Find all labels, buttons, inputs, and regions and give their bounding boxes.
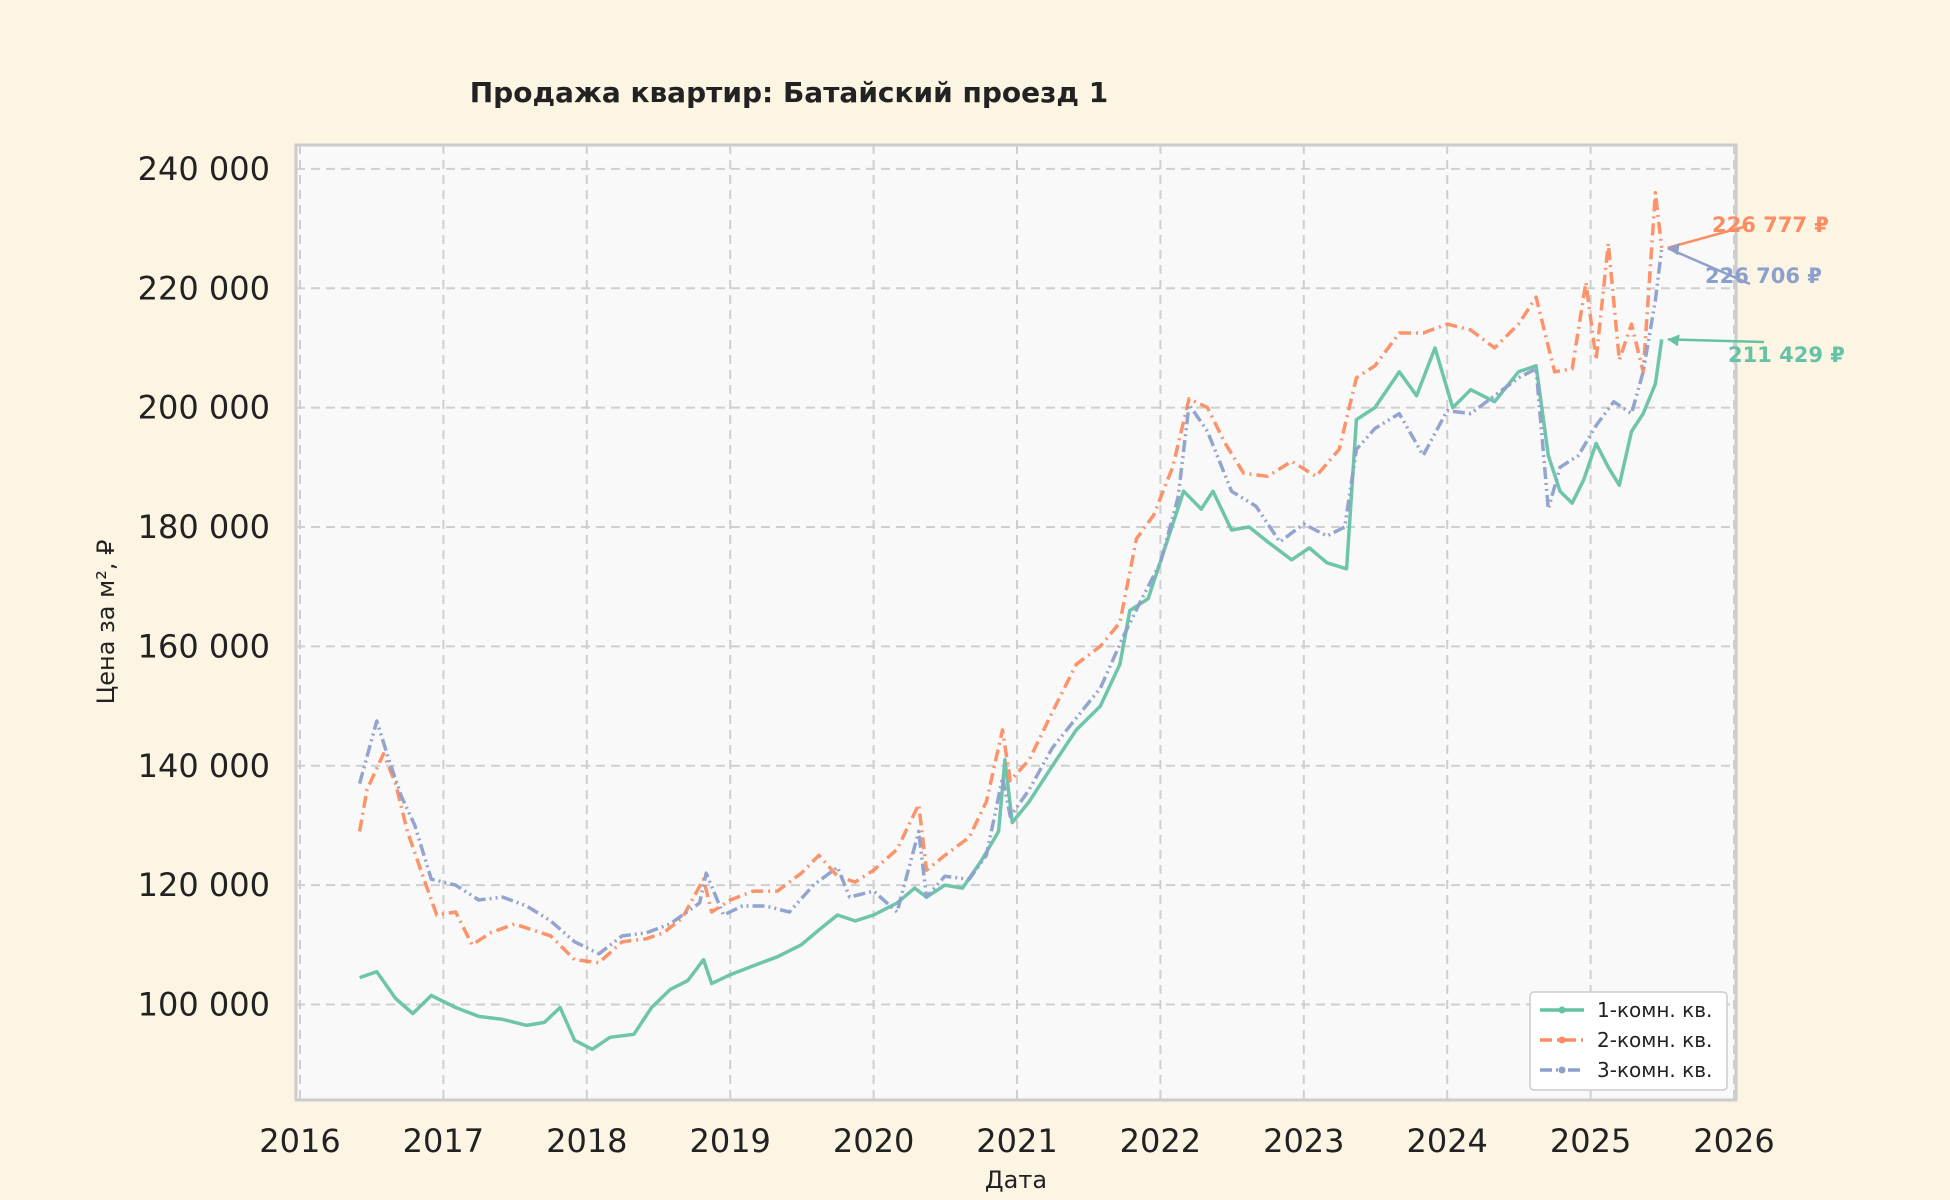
x-axis-label: Дата xyxy=(985,1166,1047,1194)
annotation-arrow xyxy=(1667,224,1748,250)
y-axis: 100 000 120 000 140 000 160 000 180 000 200 0… xyxy=(138,150,270,1024)
grid xyxy=(296,145,1736,1100)
x-tick-label: 2018 xyxy=(546,1122,627,1160)
series-line-3 xyxy=(357,247,1664,956)
final-value-label: 211 429 ₽ xyxy=(1728,343,1845,367)
x-tick-label: 2016 xyxy=(259,1122,340,1160)
y-tick-label: 180 000 xyxy=(138,508,270,546)
x-tick-label: 2019 xyxy=(689,1122,770,1160)
legend-marker xyxy=(1558,1066,1566,1074)
x-axis: 2016 2017 2018 2019 2020 2021 2022 2023 2024 2025… xyxy=(259,1122,1774,1160)
y-tick-label: 100 000 xyxy=(138,986,270,1024)
y-tick-label: 240 000 xyxy=(138,150,270,188)
x-tick-label: 2021 xyxy=(976,1122,1057,1160)
legend-marker xyxy=(1558,1036,1566,1044)
legend: 1-комн. кв. 2-комн. кв. 3-комн. кв. xyxy=(1529,991,1728,1091)
chart-title: Продажа квартир: Батайский проезд 1 xyxy=(470,76,1109,109)
legend-marker xyxy=(1558,1006,1566,1014)
final-value-label: 226 706 ₽ xyxy=(1705,264,1822,288)
x-tick-label: 2024 xyxy=(1406,1122,1487,1160)
y-tick-label: 140 000 xyxy=(138,747,270,785)
annotation-arrow xyxy=(1667,338,1765,344)
legend-label: 1-комн. кв. xyxy=(1597,998,1712,1022)
y-tick-label: 200 000 xyxy=(138,389,270,427)
annotation-arrowhead xyxy=(1667,243,1680,256)
series-layer xyxy=(357,191,1664,1052)
final-value-label: 226 777 ₽ xyxy=(1712,213,1829,237)
y-tick-label: 160 000 xyxy=(138,627,270,665)
series-line-2 xyxy=(357,191,1664,965)
legend-label: 2-комн. кв. xyxy=(1597,1028,1712,1052)
x-tick-label: 2017 xyxy=(403,1122,484,1160)
annotation-arrow xyxy=(1667,247,1751,286)
y-tick-label: 220 000 xyxy=(138,269,270,307)
legend-box xyxy=(1529,991,1728,1091)
annotations: 211 429 ₽ 226 777 ₽ 226 706 ₽ xyxy=(1667,213,1845,367)
legend-label: 3-комн. кв. xyxy=(1597,1058,1712,1082)
x-tick-label: 2025 xyxy=(1550,1122,1631,1160)
annotation-arrowhead xyxy=(1667,334,1680,347)
x-tick-label: 2026 xyxy=(1693,1122,1774,1160)
x-tick-label: 2023 xyxy=(1263,1122,1344,1160)
x-tick-label: 2022 xyxy=(1120,1122,1201,1160)
y-axis-label: Цена за м², ₽ xyxy=(92,540,120,705)
y-tick-label: 120 000 xyxy=(138,866,270,904)
x-tick-label: 2020 xyxy=(833,1122,914,1160)
